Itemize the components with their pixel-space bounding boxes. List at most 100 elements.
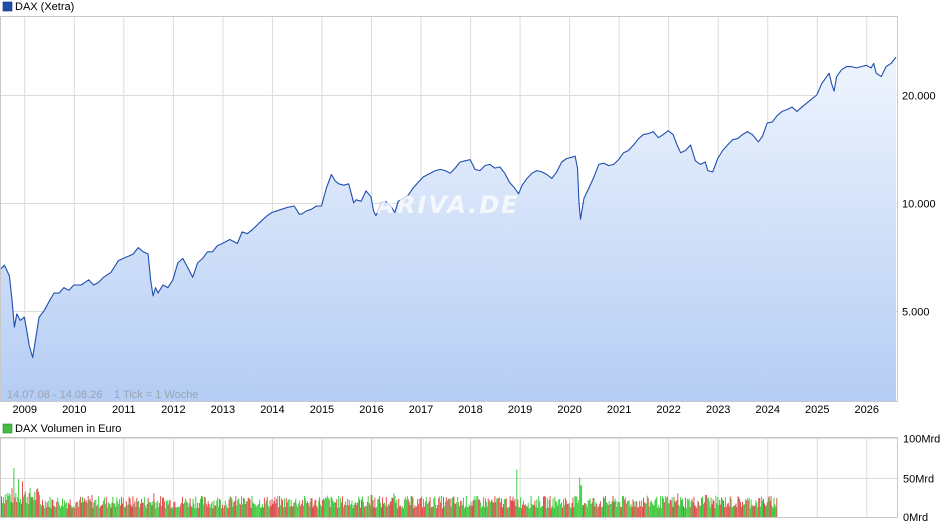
volume-bar xyxy=(128,496,130,517)
volume-bar xyxy=(114,503,116,517)
volume-bar xyxy=(321,506,322,517)
volume-bar xyxy=(42,505,44,517)
volume-bar xyxy=(481,507,483,517)
volume-bar xyxy=(712,499,714,517)
volume-bar xyxy=(204,497,206,517)
volume-bar xyxy=(66,508,68,517)
volume-bar xyxy=(220,500,222,517)
volume-bar xyxy=(560,504,562,517)
volume-bar xyxy=(170,508,172,517)
volume-bar xyxy=(485,502,487,517)
volume-bar xyxy=(323,499,325,517)
volume-bar xyxy=(539,501,541,517)
volume-bar xyxy=(555,501,557,517)
volume-bar xyxy=(55,507,57,517)
volume-bar xyxy=(7,496,9,517)
volume-bar xyxy=(152,501,154,517)
volume-bar xyxy=(601,506,603,517)
volume-bar xyxy=(503,498,505,517)
volume-bar xyxy=(20,498,22,517)
volume-bar xyxy=(715,495,717,517)
volume-bar xyxy=(256,506,258,517)
volume-bar xyxy=(707,497,709,517)
volume-bar xyxy=(443,506,445,517)
volume-bar xyxy=(655,498,657,517)
volume-bar xyxy=(238,498,240,517)
volume-bar xyxy=(592,498,594,517)
volume-bar xyxy=(586,507,588,517)
volume-bar xyxy=(209,507,211,517)
volume-bar xyxy=(77,501,79,517)
volume-bar xyxy=(453,496,455,517)
volume-bar xyxy=(319,497,321,517)
volume-bar xyxy=(189,498,191,517)
volume-bar xyxy=(182,503,184,517)
volume-bar xyxy=(75,502,77,517)
volume-bar xyxy=(315,499,317,517)
volume-bar xyxy=(272,503,274,517)
volume-bar xyxy=(303,496,305,517)
volume-bar xyxy=(374,497,376,517)
volume-bar xyxy=(110,507,112,517)
volume-bar xyxy=(355,502,357,517)
price-y-tick-label: 20.000 xyxy=(902,91,936,103)
volume-bar xyxy=(217,497,219,517)
volume-bar xyxy=(251,495,253,517)
volume-bar xyxy=(378,499,380,517)
volume-bar xyxy=(369,505,371,517)
x-tick-label: 2015 xyxy=(310,404,334,416)
volume-bar xyxy=(713,501,715,517)
volume-bar xyxy=(188,503,190,517)
volume-bar xyxy=(80,496,82,517)
volume-bar xyxy=(541,506,543,517)
volume-bar xyxy=(564,497,566,517)
price-area xyxy=(0,56,897,401)
volume-bar xyxy=(328,499,330,517)
volume-bar xyxy=(545,508,547,517)
volume-bar xyxy=(658,505,660,517)
volume-bar xyxy=(61,505,62,517)
date-range-label: 14.07.08 - 14.08.26 xyxy=(7,389,102,401)
volume-bar xyxy=(231,499,233,517)
volume-bar xyxy=(575,496,577,517)
volume-bar xyxy=(585,504,587,517)
x-tick-label: 2012 xyxy=(161,404,185,416)
volume-bar xyxy=(657,508,659,517)
volume-bar xyxy=(125,500,127,517)
volume-bar xyxy=(724,497,726,517)
volume-bar xyxy=(753,505,755,517)
volume-bar xyxy=(332,500,334,517)
volume-bar xyxy=(357,502,359,517)
volume-bar xyxy=(241,496,242,517)
volume-bar xyxy=(122,503,123,517)
volume-bar xyxy=(372,500,374,517)
volume-bar xyxy=(696,508,698,517)
volume-bar xyxy=(429,496,431,517)
volume-bar xyxy=(693,496,695,517)
volume-bar xyxy=(581,485,583,517)
volume-bar xyxy=(775,506,777,517)
volume-bar xyxy=(587,500,589,517)
volume-bar xyxy=(275,503,277,517)
volume-bar xyxy=(403,499,405,517)
volume-bar xyxy=(288,499,290,517)
volume-bar xyxy=(196,508,198,517)
volume-bar xyxy=(24,491,26,517)
price-y-tick-label: 5.000 xyxy=(902,307,930,319)
volume-bar xyxy=(307,503,309,517)
volume-bar xyxy=(671,497,673,517)
volume-bar xyxy=(183,502,185,517)
volume-bar xyxy=(186,502,188,517)
volume-bar xyxy=(723,500,724,517)
volume-bar xyxy=(441,495,443,517)
volume-bar xyxy=(510,500,512,517)
volume-bar xyxy=(102,500,104,517)
volume-bar xyxy=(327,497,329,517)
volume-bar xyxy=(582,505,583,517)
volume-bar xyxy=(618,501,620,517)
volume-bar xyxy=(583,505,584,517)
volume-bar xyxy=(330,496,332,517)
volume-bar xyxy=(245,501,247,517)
volume-bar xyxy=(130,504,132,517)
volume-bar xyxy=(311,498,313,517)
